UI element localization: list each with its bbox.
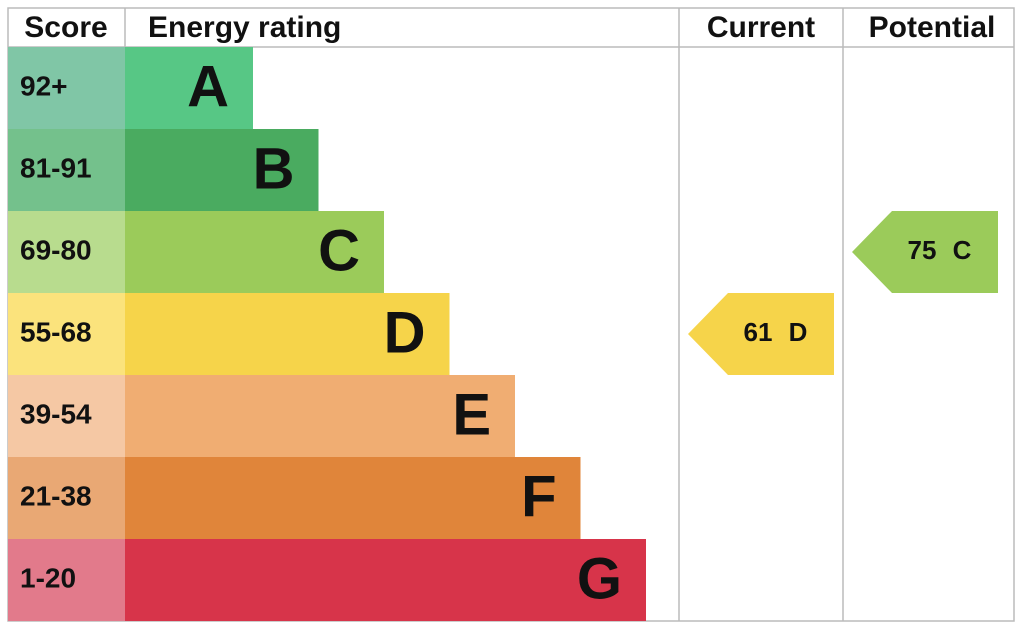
- score-cell: [8, 375, 125, 457]
- header-current: Current: [707, 11, 815, 44]
- header-score: Score: [24, 11, 107, 44]
- rating-bar: [125, 375, 515, 457]
- current-arrow: [688, 293, 834, 375]
- score-cell: [8, 293, 125, 375]
- rating-letter: E: [452, 382, 491, 447]
- rating-letter: G: [577, 546, 622, 611]
- header-rating: Energy rating: [148, 11, 341, 44]
- score-label: 81-91: [20, 152, 92, 183]
- rating-bar: [125, 457, 581, 539]
- score-label: 69-80: [20, 234, 92, 265]
- current-rating: D: [789, 317, 808, 347]
- potential-arrow: [852, 211, 998, 293]
- score-label: 1-20: [20, 562, 76, 593]
- rating-letter: A: [187, 54, 229, 119]
- rating-letter: F: [521, 464, 556, 529]
- potential-rating: C: [953, 235, 972, 265]
- current-value: 61: [744, 317, 773, 347]
- rating-bar: [125, 47, 253, 129]
- score-cell: [8, 47, 125, 129]
- rating-letter: B: [253, 136, 295, 201]
- potential-value: 75: [908, 235, 937, 265]
- rating-bar: [125, 129, 319, 211]
- score-cell: [8, 539, 125, 621]
- rating-bar: [125, 539, 646, 621]
- header-potential: Potential: [869, 11, 996, 44]
- score-label: 39-54: [20, 398, 92, 429]
- rating-bar: [125, 293, 450, 375]
- score-label: 55-68: [20, 316, 92, 347]
- rating-letter: D: [384, 300, 426, 365]
- rating-bar: [125, 211, 384, 293]
- score-label: 21-38: [20, 480, 92, 511]
- rating-letter: C: [318, 218, 360, 283]
- score-cell: [8, 211, 125, 293]
- score-label: 92+: [20, 70, 68, 101]
- score-cell: [8, 129, 125, 211]
- score-cell: [8, 457, 125, 539]
